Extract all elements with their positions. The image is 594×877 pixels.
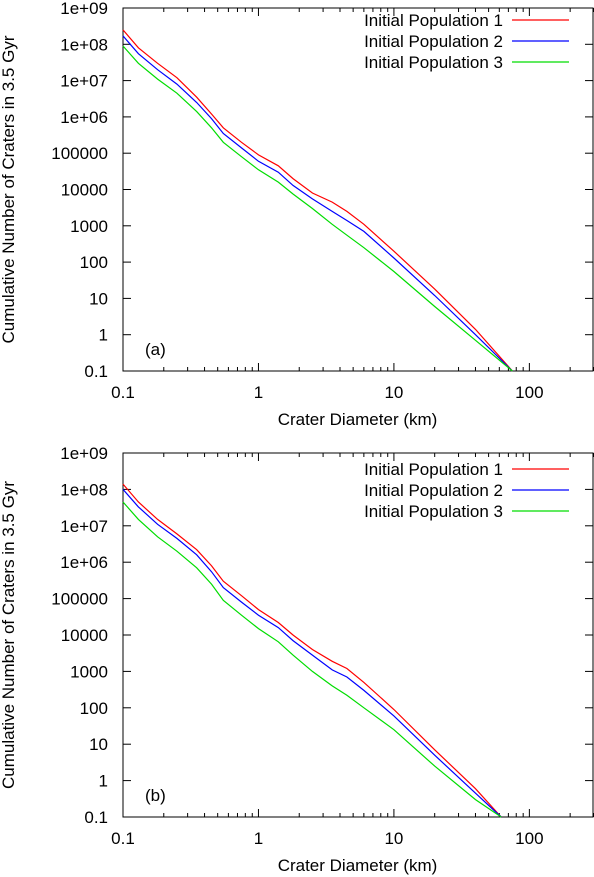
chart-panel-1: 0.1 1 10 100 1000 10000 100000 1e+06 1e+07 1e+08 1… (0, 0, 594, 429)
legend-label-2: Initial Population 2 (364, 481, 503, 500)
x-tick-label: 10 (384, 383, 403, 402)
y-tick-label: 0.1 (84, 362, 108, 381)
y-axis-title: Cumulative Number of Craters in 3.5 Gyr (0, 35, 18, 343)
y-tick-label: 1e+07 (60, 517, 108, 536)
x-axis-title: Crater Diameter (km) (278, 856, 438, 875)
x-tick-label: 0.1 (111, 829, 135, 848)
y-tick-label: 1 (99, 326, 108, 345)
y-tick-label: 1 (99, 772, 108, 791)
x-tick-label: 1 (254, 829, 263, 848)
y-tick-label: 0.1 (84, 808, 108, 827)
panel-label: (b) (145, 786, 166, 805)
y-tick-label: 10 (89, 735, 108, 754)
y-tick-label: 1e+06 (60, 553, 108, 572)
series-line-3 (122, 501, 502, 818)
y-tick-label: 1e+08 (60, 480, 108, 499)
y-tick-label: 1e+09 (60, 444, 108, 463)
y-tick-label: 1e+08 (60, 35, 108, 54)
legend-label-1: Initial Population 1 (364, 11, 503, 30)
plot-frame (122, 452, 594, 818)
y-tick-label: 10 (89, 289, 108, 308)
y-tick-label: 10000 (61, 181, 108, 200)
x-tick-label: 100 (515, 829, 543, 848)
y-tick-label: 1e+07 (60, 72, 108, 91)
y-tick-label: 1000 (70, 217, 108, 236)
x-tick-label: 0.1 (111, 383, 135, 402)
series-line-2 (122, 35, 513, 372)
series-line-1 (122, 483, 502, 818)
chart-panel-2: 0.1 1 10 100 1000 10000 100000 1e+06 1e+07 1e+08 1… (0, 444, 594, 875)
x-tick-label: 10 (384, 829, 403, 848)
y-tick-label: 1e+06 (60, 108, 108, 127)
legend-label-3: Initial Population 3 (364, 502, 503, 521)
legend-label-2: Initial Population 2 (364, 32, 503, 51)
legend-label-3: Initial Population 3 (364, 53, 503, 72)
legend-label-1: Initial Population 1 (364, 460, 503, 479)
y-tick-label: 1e+09 (60, 0, 108, 18)
y-axis-title: Cumulative Number of Craters in 3.5 Gyr (0, 481, 18, 789)
y-tick-label: 100 (80, 699, 108, 718)
x-tick-label: 1 (254, 383, 263, 402)
series-line-1 (122, 29, 513, 372)
y-tick-label: 1000 (70, 662, 108, 681)
x-axis-title: Crater Diameter (km) (278, 410, 438, 429)
series-line-2 (122, 489, 502, 818)
series-line-3 (122, 45, 513, 372)
y-tick-label: 100000 (51, 590, 108, 609)
y-tick-label: 100 (80, 253, 108, 272)
y-tick-label: 100000 (51, 144, 108, 163)
x-tick-label: 100 (515, 383, 543, 402)
panel-label: (a) (145, 340, 166, 359)
y-tick-label: 10000 (61, 626, 108, 645)
